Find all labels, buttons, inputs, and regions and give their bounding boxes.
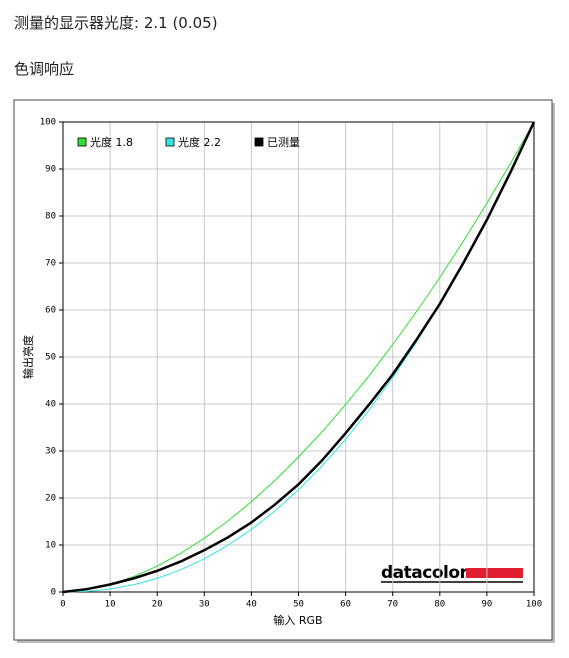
logo-bar (466, 568, 523, 578)
x-axis-label: 输入 RGB (273, 613, 322, 627)
x-tick-label: 10 (105, 600, 116, 610)
x-tick-label: 0 (60, 600, 65, 610)
y-tick-label: 10 (45, 541, 56, 551)
x-tick-label: 90 (481, 600, 492, 610)
page-title: 测量的显示器光度: 2.1 (0.05) (14, 14, 218, 32)
legend-swatch (77, 137, 87, 147)
line (62, 121, 536, 594)
line (62, 121, 535, 593)
x-tick-label: 100 (526, 600, 542, 610)
y-tick-label: 30 (45, 447, 56, 457)
x-tick-label: 50 (293, 600, 304, 610)
section-title: 色调响应 (14, 60, 75, 78)
legend-label: 已测量 (267, 136, 300, 149)
x-tick-label: 60 (340, 600, 351, 610)
x-tick-label: 80 (434, 600, 445, 610)
legend-label: 光度 2.2 (178, 135, 221, 149)
x-tick-label: 70 (387, 600, 398, 610)
legend-swatch (254, 137, 264, 147)
y-axis-label: 输出亮度 (21, 335, 35, 379)
x-tick-label: 20 (152, 600, 163, 610)
y-tick-label: 100 (40, 118, 56, 128)
y-tick-label: 0 (51, 588, 56, 598)
y-tick-label: 40 (45, 400, 56, 410)
y-tick-label: 70 (45, 259, 56, 269)
chart-frame (13, 99, 553, 641)
x-tick-label: 30 (199, 600, 210, 610)
plot-border (62, 121, 535, 593)
x-tick-label: 40 (246, 600, 257, 610)
logo: datacolor (381, 563, 469, 583)
y-tick-label: 20 (45, 494, 56, 504)
legend-label: 光度 1.8 (90, 135, 133, 149)
y-tick-label: 90 (45, 165, 56, 175)
legend-swatch (165, 137, 175, 147)
y-tick-label: 80 (45, 212, 56, 222)
y-tick-label: 50 (45, 353, 56, 363)
y-tick-label: 60 (45, 306, 56, 316)
